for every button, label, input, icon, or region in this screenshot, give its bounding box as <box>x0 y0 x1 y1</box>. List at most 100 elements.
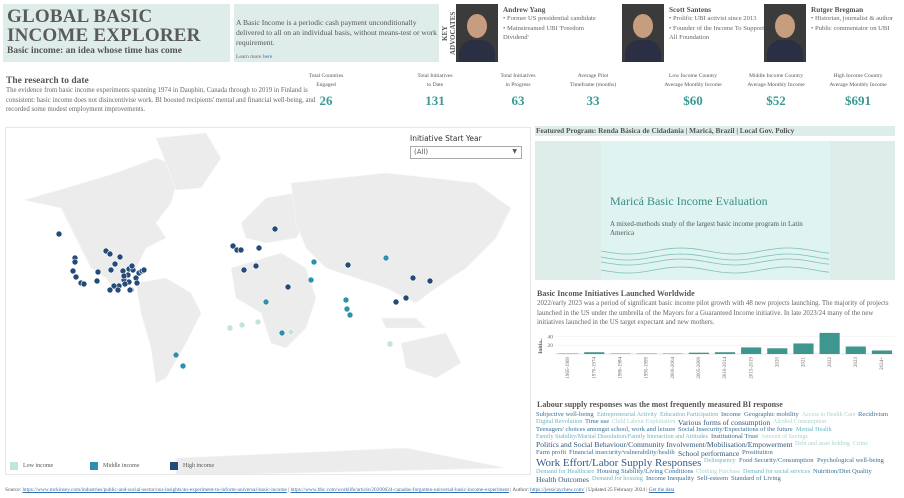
wordcloud-term[interactable]: Clothing Purchase <box>696 469 741 476</box>
initiative-dot[interactable] <box>116 253 124 261</box>
bar[interactable] <box>871 350 892 354</box>
initiative-dot[interactable] <box>226 324 234 332</box>
wordcloud-term[interactable]: Farm profit <box>536 448 567 456</box>
wordcloud-term[interactable]: Social Insecurity/Expectations of the fu… <box>678 426 793 434</box>
initiative-dot[interactable] <box>386 340 394 348</box>
wordcloud-term[interactable]: Demand for social services <box>743 468 811 476</box>
initiative-dot[interactable] <box>409 274 417 282</box>
wordcloud-term[interactable]: Education Participation <box>660 411 719 418</box>
wordcloud-term[interactable]: Demand for housing <box>592 475 643 483</box>
wordcloud-term[interactable]: Various forms of consumption <box>678 418 771 428</box>
wordcloud-term[interactable]: Family Stability/Marital Dissolution/Fam… <box>536 433 709 441</box>
initiative-dot[interactable] <box>110 282 118 290</box>
initiative-dot[interactable] <box>255 244 263 252</box>
initiative-dot[interactable] <box>114 286 122 294</box>
initiative-dot[interactable] <box>287 328 295 336</box>
initiative-dot[interactable] <box>120 272 128 280</box>
wordcloud-term[interactable]: Demand for Healthcare <box>536 468 595 476</box>
bar[interactable] <box>845 346 866 354</box>
initiative-dot[interactable] <box>254 318 262 326</box>
initiative-dot[interactable] <box>106 250 114 258</box>
initiative-dot[interactable] <box>106 286 114 294</box>
initiative-dot[interactable] <box>310 258 318 266</box>
wordcloud-term[interactable]: Income Inequality <box>646 475 695 483</box>
wordcloud-term[interactable]: Prostitution <box>742 448 773 456</box>
wordcloud-term[interactable]: Debt and asset holding <box>795 441 850 448</box>
wordcloud-term[interactable]: Amount of Savings <box>761 434 808 441</box>
wordcloud-term[interactable]: Teenagers' choices amongst school, work … <box>536 426 676 434</box>
initiative-dot[interactable] <box>344 261 352 269</box>
initiative-dot[interactable] <box>392 298 400 306</box>
initiative-dot[interactable] <box>240 266 248 274</box>
wordcloud-term[interactable]: Access to Health Care <box>802 412 856 418</box>
initiative-dot[interactable] <box>80 280 88 288</box>
wordcloud-term[interactable]: Digital Revolution <box>536 418 583 426</box>
source-link-mckinsey[interactable]: https://www.mckinsey.com/industries/publ… <box>22 487 287 493</box>
world-map[interactable] <box>5 127 531 475</box>
bar[interactable] <box>584 352 605 354</box>
wordcloud-term[interactable]: Delinquency <box>704 456 736 464</box>
bar[interactable] <box>819 332 840 354</box>
wordcloud-term[interactable]: Self-esteem <box>697 475 729 483</box>
initiative-dot[interactable] <box>284 283 292 291</box>
wordcloud-term[interactable]: Politics and Social Behaviour/Community … <box>536 440 793 450</box>
wordcloud-term[interactable]: Child Labour Exploitation <box>612 419 676 426</box>
initiative-dot[interactable] <box>107 266 115 274</box>
wordcloud-term[interactable]: Financial insecurity/vulnerability/healt… <box>569 448 675 456</box>
initiative-dot[interactable] <box>72 273 80 281</box>
wordcloud-term[interactable]: Work Effort/Labor Supply Responses <box>536 456 702 469</box>
featured-program-image[interactable]: Maricá Basic Income Evaluation A mixed-m… <box>535 141 895 280</box>
bar[interactable] <box>741 347 762 354</box>
initiative-dot[interactable] <box>179 362 187 370</box>
map-canvas[interactable] <box>6 128 531 475</box>
initiative-dot[interactable] <box>111 260 119 268</box>
wordcloud-term[interactable]: Standard of Living <box>731 475 781 483</box>
bar[interactable] <box>767 348 788 354</box>
wordcloud-term[interactable]: Institutional Trust <box>711 433 759 441</box>
wordcloud-term[interactable]: Entrepreneurial Activity <box>597 411 657 418</box>
initiative-dot[interactable] <box>307 276 315 284</box>
initiative-dot[interactable] <box>343 305 351 313</box>
initiative-dot[interactable] <box>172 351 180 359</box>
wordcloud-term[interactable]: Time use <box>585 418 610 426</box>
wordcloud-term[interactable]: Subjective well-being <box>536 411 594 418</box>
initiative-dot[interactable] <box>262 298 270 306</box>
initiative-dot[interactable] <box>94 268 102 276</box>
initiative-dot[interactable] <box>133 279 141 287</box>
source-link-bbc[interactable]: https://www.bbc.com/worklife/article/202… <box>290 487 509 493</box>
bar[interactable] <box>688 352 709 354</box>
initiative-dot[interactable] <box>382 254 390 262</box>
wordcloud-term[interactable]: Housing Stability/Living Conditions <box>597 468 694 476</box>
initiative-dot[interactable] <box>238 321 246 329</box>
initiative-dot[interactable] <box>121 280 129 288</box>
initiative-dot[interactable] <box>126 286 134 294</box>
learn-more-link[interactable]: here <box>262 54 273 60</box>
initiative-dot[interactable] <box>271 225 279 233</box>
wordcloud-term[interactable]: Crime <box>853 441 868 448</box>
wordcloud-term[interactable]: Mental Health <box>796 426 832 434</box>
initiative-dot[interactable] <box>426 277 434 285</box>
initiative-dot[interactable] <box>69 267 77 275</box>
initiative-dot[interactable] <box>342 296 350 304</box>
wordcloud-term[interactable]: Recidivism <box>858 411 889 418</box>
initiative-dot[interactable] <box>237 246 245 254</box>
initiative-dot[interactable] <box>252 262 260 270</box>
wordcloud-term[interactable]: Alcohol Consumption <box>773 419 827 426</box>
initiative-dot[interactable] <box>93 277 101 285</box>
initiative-dot[interactable] <box>402 294 410 302</box>
initiative-dot[interactable] <box>278 329 286 337</box>
initiative-dot[interactable] <box>346 311 354 319</box>
wordcloud-term[interactable]: Health Outcomes <box>536 475 589 485</box>
initiative-dot[interactable] <box>71 258 79 266</box>
start-year-dropdown[interactable]: (All) ▼ <box>410 146 522 159</box>
bar[interactable] <box>714 352 736 354</box>
author-link[interactable]: https://jessicaychew.com/ <box>530 487 585 493</box>
wordcloud-term[interactable]: Food Security/Consumption <box>739 456 814 464</box>
initiative-dot[interactable] <box>55 230 63 238</box>
initiative-dot[interactable] <box>229 242 237 250</box>
get-data-link[interactable]: Get the data <box>648 487 675 493</box>
bar[interactable] <box>793 343 814 354</box>
wordcloud-term[interactable]: Psychological well-being <box>817 456 884 464</box>
wordcloud-term[interactable]: Income <box>721 411 741 418</box>
wordcloud-term[interactable]: School performance <box>678 448 740 458</box>
